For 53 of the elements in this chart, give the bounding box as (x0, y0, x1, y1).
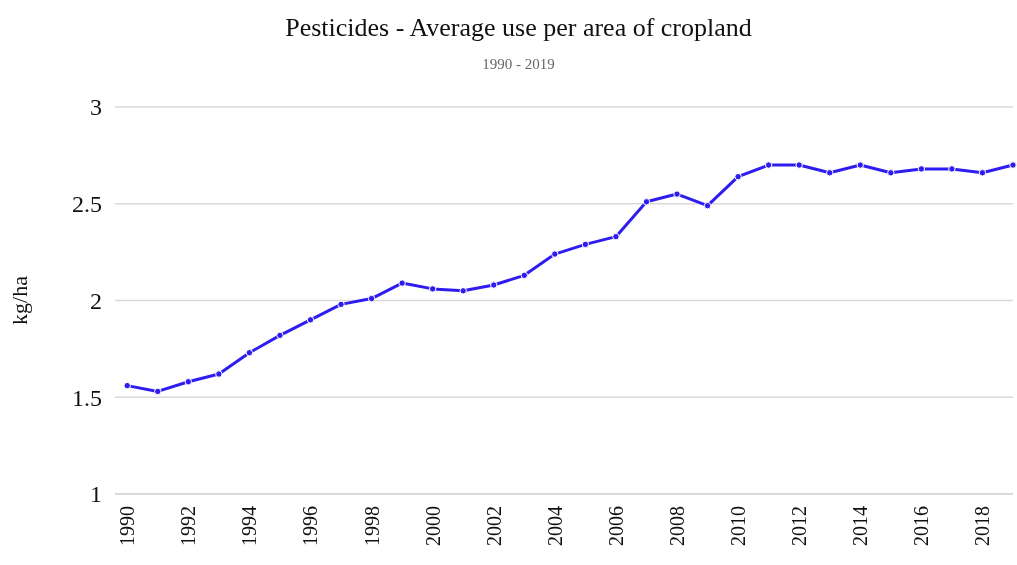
point (948, 165, 956, 173)
x-tick-label: 2018 (971, 506, 994, 546)
point (367, 294, 376, 303)
point (276, 331, 284, 340)
x-tick-label: 2004 (543, 506, 566, 546)
point (459, 287, 467, 295)
x-tick-label: 1994 (238, 506, 261, 546)
point (551, 250, 559, 258)
point (306, 316, 315, 324)
point (581, 240, 590, 249)
x-tick-label: 1990 (116, 506, 139, 546)
chart-subtitle: 1990 - 2019 (482, 56, 555, 72)
point (703, 201, 712, 210)
x-tick-label: 1992 (177, 506, 200, 546)
point (673, 190, 681, 198)
y-tick-label: 1.5 (72, 384, 102, 411)
y-tick-label: 2.5 (72, 191, 102, 218)
x-tick-label: 2012 (788, 506, 811, 546)
x-tick-label: 2006 (604, 506, 627, 546)
point (490, 281, 498, 289)
y-tick-label: 3 (90, 94, 102, 121)
chart-title: Pesticides - Average use per area of cropland (285, 13, 752, 42)
point (612, 232, 620, 241)
x-tick-label: 2000 (421, 506, 444, 546)
point (795, 161, 803, 169)
point (826, 169, 834, 177)
point (978, 169, 987, 177)
x-tick-label: 2014 (849, 506, 872, 546)
point (887, 169, 895, 177)
point (764, 161, 773, 169)
x-tick-label: 1998 (360, 506, 383, 546)
x-tick-label: 1996 (299, 506, 322, 546)
y-tick-label: 2 (90, 287, 102, 314)
x-tick-label: 2016 (910, 506, 933, 546)
point (520, 271, 528, 280)
point (856, 161, 864, 169)
point (154, 387, 162, 396)
point (245, 349, 254, 357)
point (917, 165, 926, 173)
point (215, 370, 223, 378)
y-tick-label: 1 (90, 481, 102, 508)
point (123, 381, 131, 390)
point (398, 279, 406, 287)
point (734, 172, 742, 181)
point (1009, 161, 1017, 169)
x-tick-label: 2002 (482, 506, 505, 546)
point (642, 198, 651, 206)
point (184, 378, 193, 386)
point (337, 300, 345, 309)
y-axis-title: kg/ha (7, 275, 32, 325)
point (428, 285, 437, 293)
x-tick-label: 2010 (727, 506, 750, 546)
x-tick-label: 2008 (666, 506, 689, 546)
